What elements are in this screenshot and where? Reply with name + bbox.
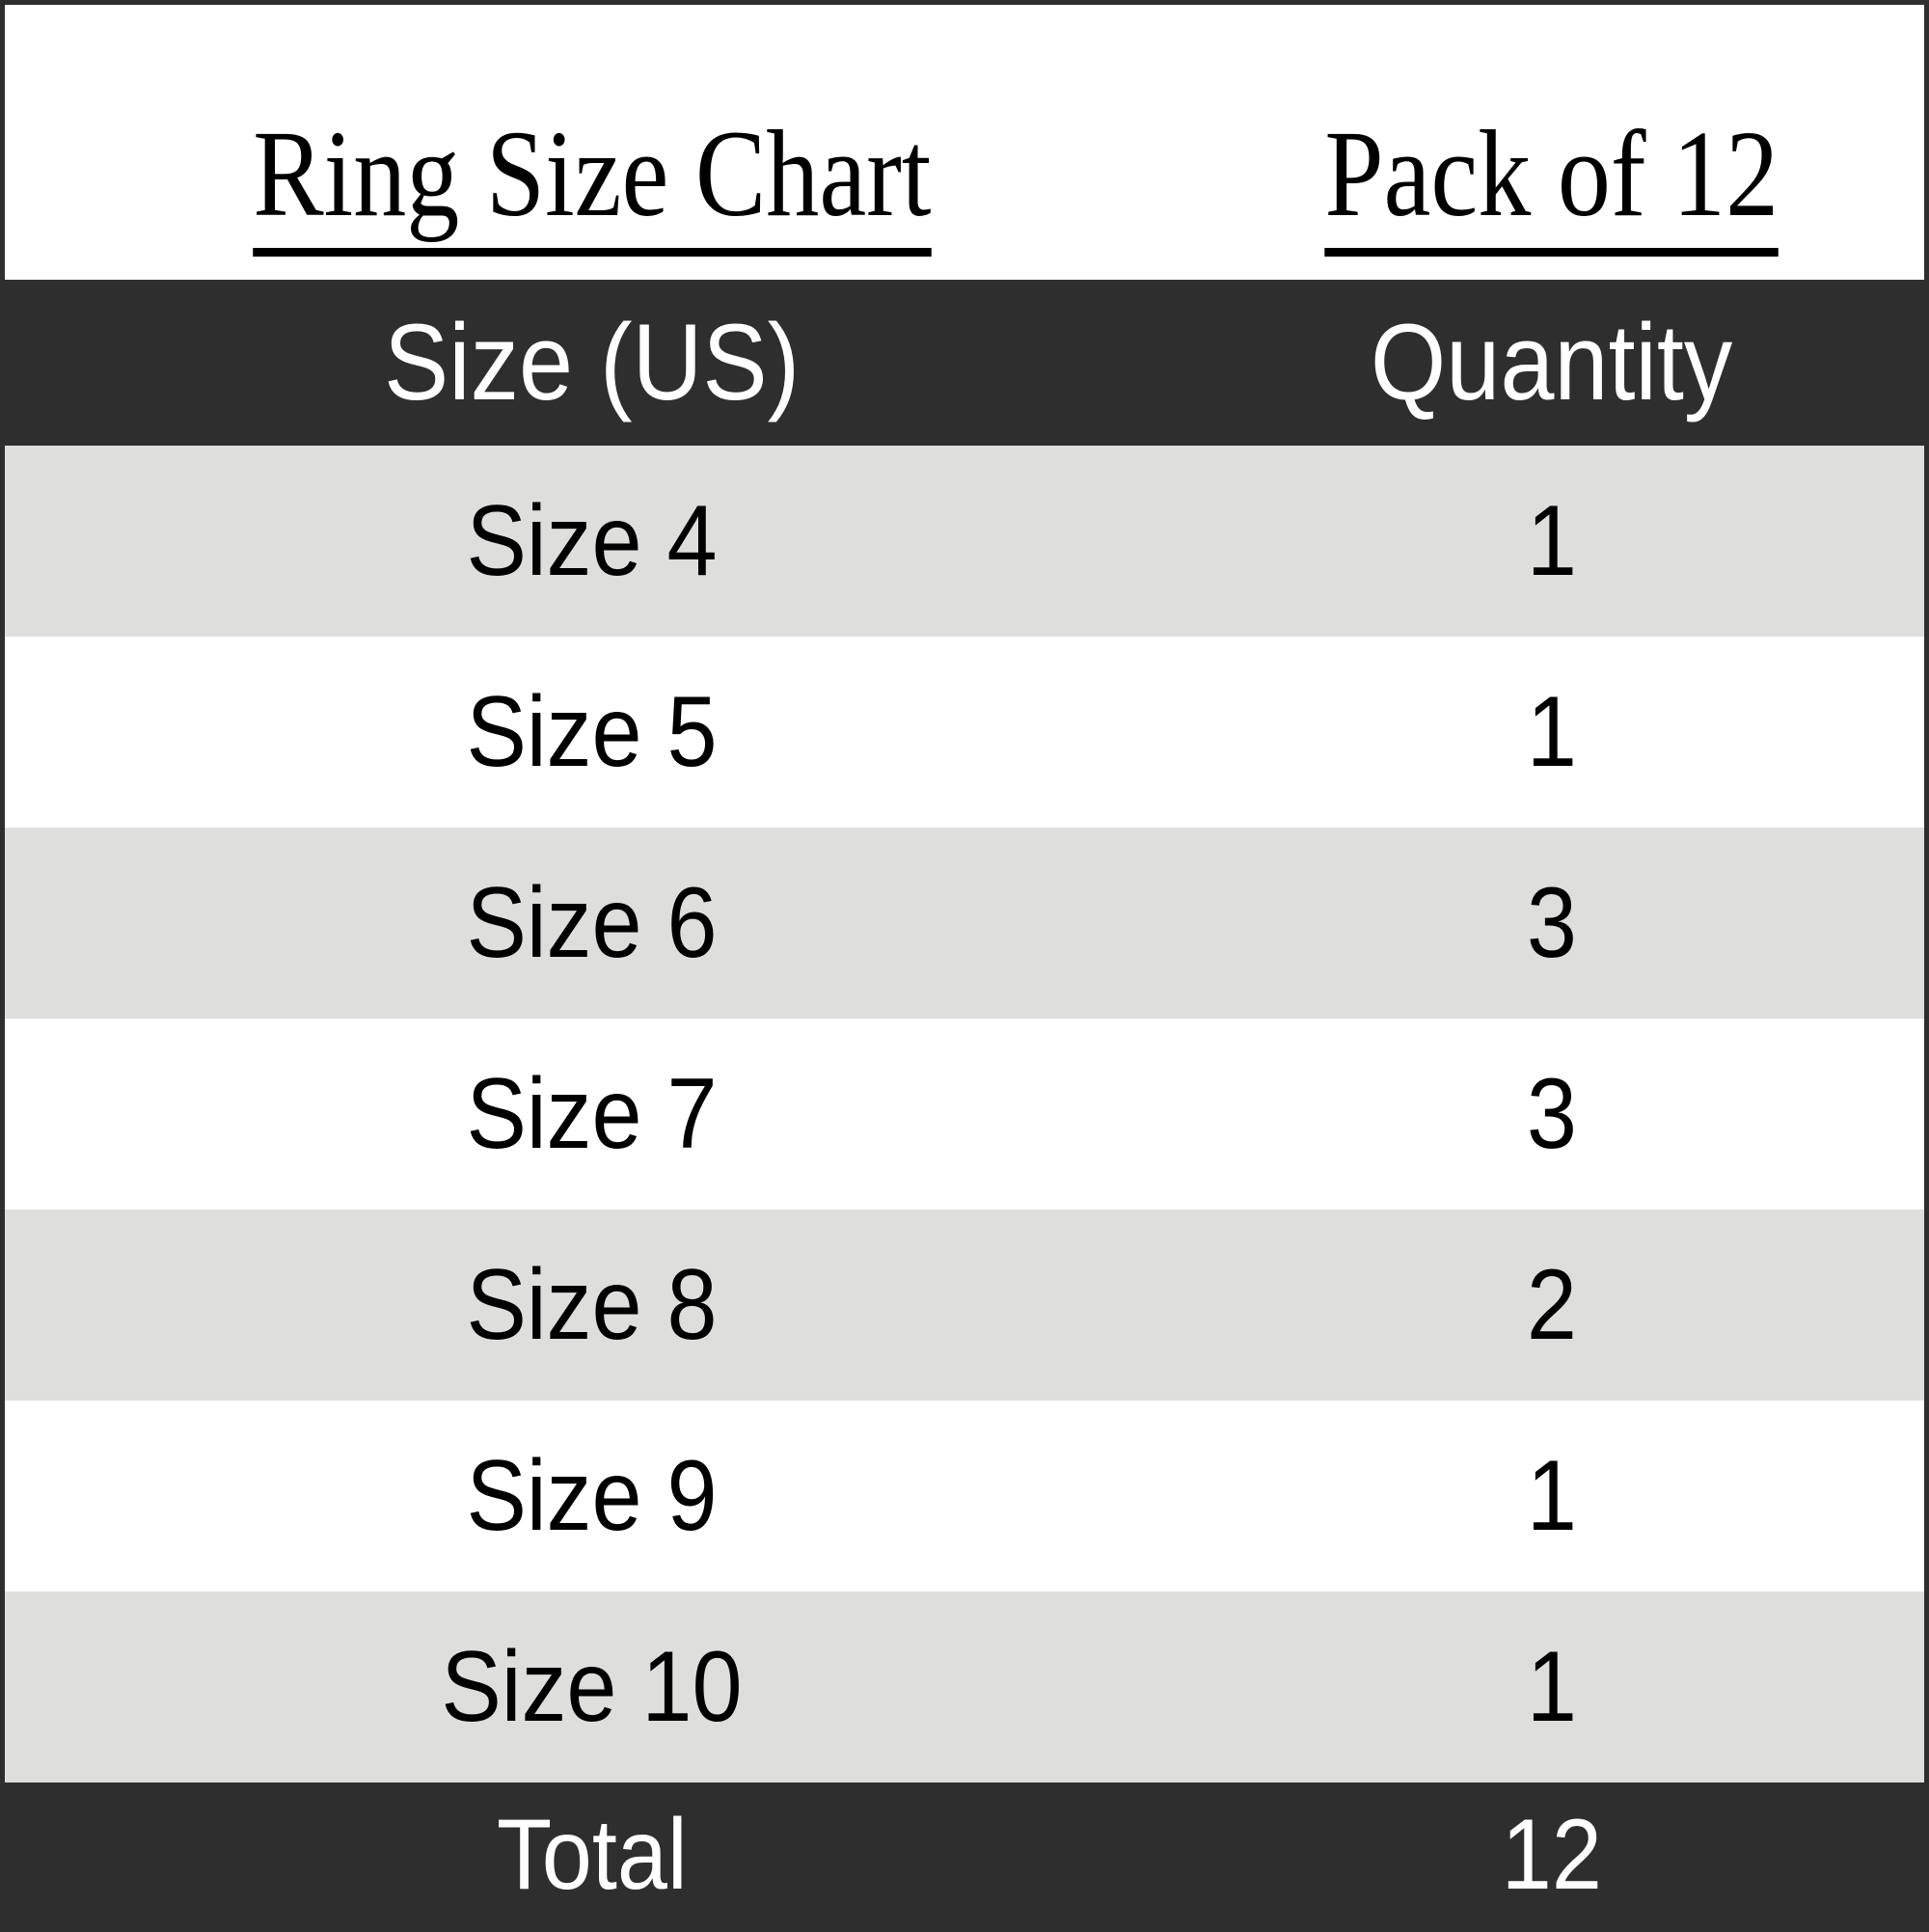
cell-quantity-value: 1 [1526, 676, 1577, 788]
cell-quantity: 1 [1180, 637, 1924, 828]
cell-size: Size 10 [5, 1592, 1180, 1782]
column-header-size: Size (US) [384, 302, 801, 422]
cell-size-label: Size 8 [466, 1249, 719, 1361]
table-row: Size 4 1 [5, 446, 1924, 637]
cell-quantity-value: 1 [1526, 485, 1577, 597]
cell-size-label: Size 10 [441, 1631, 744, 1743]
cell-size: Size 4 [5, 446, 1180, 637]
cell-quantity: 3 [1180, 1019, 1924, 1210]
table-row: Size 6 3 [5, 828, 1924, 1019]
cell-size: Size 7 [5, 1019, 1180, 1210]
total-label: Total [497, 1799, 688, 1911]
table-row: Size 10 1 [5, 1592, 1924, 1782]
pack-size-title: Pack of 12 [1324, 109, 1780, 257]
cell-quantity-value: 3 [1526, 867, 1577, 979]
cell-quantity-value: 3 [1526, 1058, 1577, 1170]
table-row: Size 8 2 [5, 1210, 1924, 1401]
cell-size-label: Size 6 [466, 867, 719, 979]
cell-size: Size 6 [5, 828, 1180, 1019]
cell-quantity: 1 [1180, 1401, 1924, 1592]
cell-quantity-value: 1 [1526, 1440, 1577, 1552]
table-header-row: Size (US) Quantity [5, 280, 1924, 446]
cell-size-label: Size 7 [466, 1058, 719, 1170]
table-row: Size 5 1 [5, 637, 1924, 828]
cell-quantity: 1 [1180, 1592, 1924, 1782]
cell-quantity: 3 [1180, 828, 1924, 1019]
total-value-cell: 12 [1180, 1782, 1924, 1927]
cell-quantity-value: 2 [1526, 1249, 1577, 1361]
cell-quantity: 1 [1180, 446, 1924, 637]
total-label-cell: Total [5, 1782, 1180, 1927]
header-cell-size: Size (US) [5, 280, 1180, 446]
cell-size: Size 5 [5, 637, 1180, 828]
cell-size: Size 9 [5, 1401, 1180, 1592]
table-row: Size 7 3 [5, 1019, 1924, 1210]
cell-quantity: 2 [1180, 1210, 1924, 1401]
chart-title-cell: Ring Size Chart [5, 5, 1180, 280]
cell-size-label: Size 5 [466, 676, 719, 788]
table-total-row: Total 12 [5, 1782, 1924, 1927]
header-cell-quantity: Quantity [1180, 280, 1924, 446]
cell-size-label: Size 4 [466, 485, 719, 597]
title-row: Ring Size Chart Pack of 12 [5, 5, 1924, 280]
total-value: 12 [1501, 1799, 1602, 1911]
column-header-quantity: Quantity [1371, 302, 1733, 422]
table-row: Size 9 1 [5, 1401, 1924, 1592]
cell-size-label: Size 9 [466, 1440, 719, 1552]
page-title: Ring Size Chart [253, 109, 932, 257]
cell-size: Size 8 [5, 1210, 1180, 1401]
pack-size-cell: Pack of 12 [1180, 5, 1924, 280]
cell-quantity-value: 1 [1526, 1631, 1577, 1743]
